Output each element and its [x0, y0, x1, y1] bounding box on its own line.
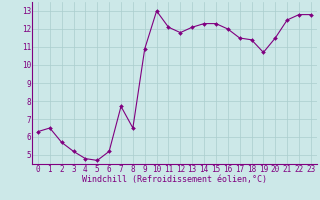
X-axis label: Windchill (Refroidissement éolien,°C): Windchill (Refroidissement éolien,°C) — [82, 175, 267, 184]
